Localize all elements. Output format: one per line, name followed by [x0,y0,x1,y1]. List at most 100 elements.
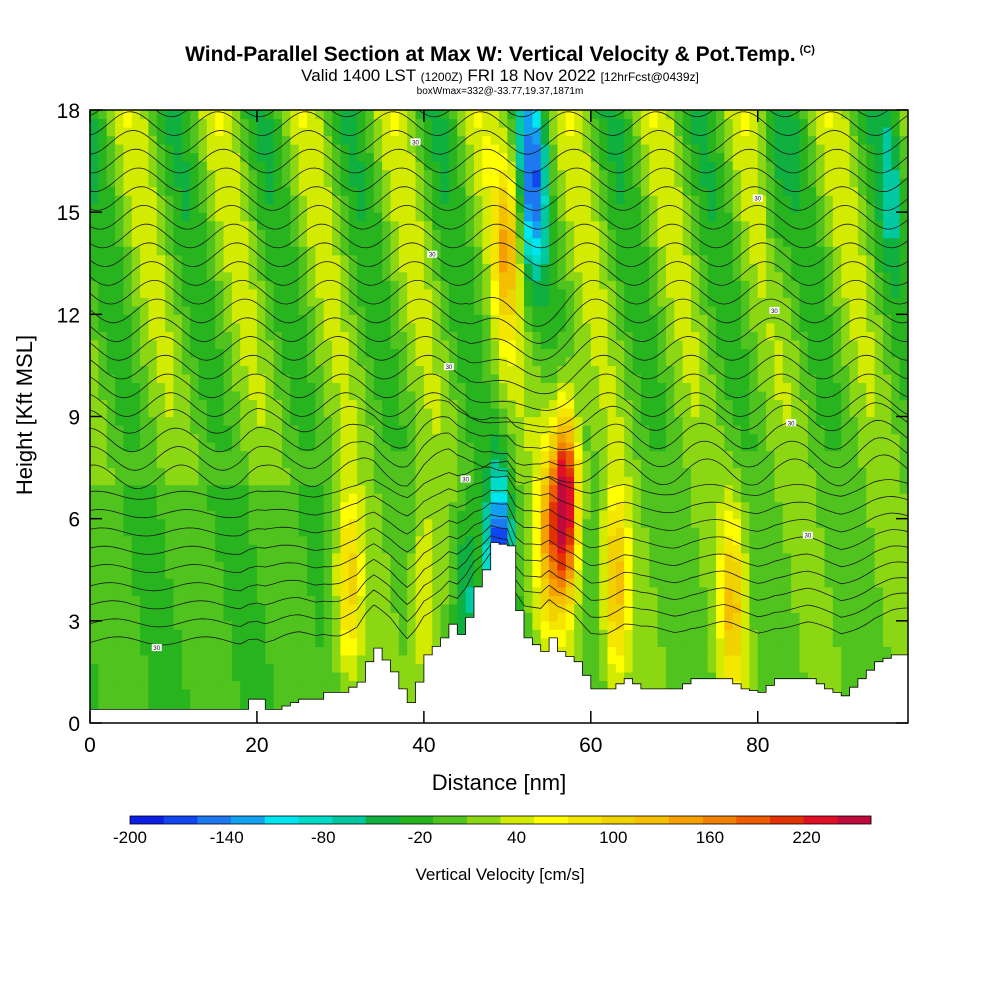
heatmap-cell [532,237,542,247]
heatmap-cell [590,186,600,196]
heatmap-cell [473,501,483,511]
heatmap-cell [307,586,316,596]
heatmap-cell [173,331,183,341]
heatmap-cell [181,382,191,392]
heatmap-cell [248,271,258,281]
heatmap-cell [206,442,216,452]
heatmap-cell [499,433,508,443]
heatmap-cell [365,212,375,222]
heatmap-cell [432,288,442,298]
heatmap-cell [524,314,533,324]
heatmap-cell [565,595,575,605]
heatmap-cell [524,169,533,179]
heatmap-cell [340,654,350,665]
heatmap-cell [398,407,408,418]
heatmap-cell [640,476,650,486]
heatmap-cell [140,356,150,367]
heatmap-cell [499,407,508,418]
heatmap-cell [590,382,600,392]
heatmap-cell [582,365,592,375]
heatmap-cell [473,229,483,239]
heatmap-cell [532,552,542,562]
heatmap-cell [549,544,559,554]
heatmap-cell [298,637,308,647]
heatmap-cell [398,118,408,128]
heatmap-cell [448,356,458,367]
heatmap-cell [173,322,183,332]
heatmap-cell [524,203,533,213]
heatmap-cell [198,595,208,605]
heatmap-cell [340,476,350,486]
heatmap-cell [248,476,258,486]
heatmap-cell [524,476,533,486]
heatmap-cell [432,305,442,315]
heatmap-cell [665,646,675,656]
heatmap-cell [206,254,216,264]
heatmap-cell [540,484,550,494]
heatmap-cell [490,161,500,171]
heatmap-cell [574,229,584,239]
heatmap-cell [148,390,158,401]
heatmap-cell [90,263,99,273]
heatmap-cell [365,459,375,469]
heatmap-cell [131,110,141,120]
heatmap-cell [365,382,375,392]
heatmap-cell [148,144,158,154]
heatmap-cell [373,348,383,358]
heatmap-cell [240,322,250,332]
heatmap-cell [390,118,400,128]
heatmap-cell [524,552,533,562]
heatmap-cell [198,271,208,281]
heatmap-cell [231,535,241,545]
heatmap-cell [198,442,208,452]
heatmap-cell [574,442,584,452]
heatmap-cell [98,603,108,613]
heatmap-cell [432,322,442,332]
heatmap-cell [490,195,500,205]
heatmap-cell [574,569,584,579]
heatmap-cell [632,476,642,486]
heatmap-cell [557,110,567,120]
heatmap-cell [332,161,342,171]
heatmap-cell [565,612,575,622]
heatmap-cell [365,561,375,571]
heatmap-cell [607,629,617,639]
heatmap-cell [515,186,525,196]
heatmap-cell [265,425,275,435]
heatmap-cell [298,220,308,230]
heatmap-cell [390,510,400,520]
heatmap-cell [407,476,417,486]
heatmap-cell [265,518,275,528]
heatmap-cell [290,535,300,545]
heatmap-cell [256,671,266,682]
heatmap-cell [348,348,358,358]
heatmap-cell [215,680,225,690]
heatmap-cell [365,144,375,154]
heatmap-cell [90,356,99,367]
heatmap-cell [390,237,400,247]
heatmap-cell [398,127,408,137]
heatmap-cell [365,527,375,537]
heatmap-cell [273,552,283,562]
heatmap-cell [373,586,383,596]
heatmap-cell [281,595,291,605]
heatmap-cell [415,356,425,367]
heatmap-cell [215,220,225,230]
heatmap-cell [515,203,525,213]
heatmap-cell [448,135,458,145]
heatmap-cell [332,493,342,503]
heatmap-cell [131,663,141,673]
heatmap-cell [507,118,517,128]
heatmap-cell [256,118,266,128]
heatmap-cell [131,527,141,537]
heatmap-cell [332,629,342,639]
heatmap-cell [90,671,99,682]
heatmap-cell [165,280,175,290]
heatmap-cell [357,382,367,392]
heatmap-cell [290,510,300,520]
heatmap-cell [106,407,116,418]
heatmap-cell [532,382,542,392]
heatmap-cell [465,305,475,315]
heatmap-cell [90,246,99,256]
heatmap-cell [599,322,609,332]
